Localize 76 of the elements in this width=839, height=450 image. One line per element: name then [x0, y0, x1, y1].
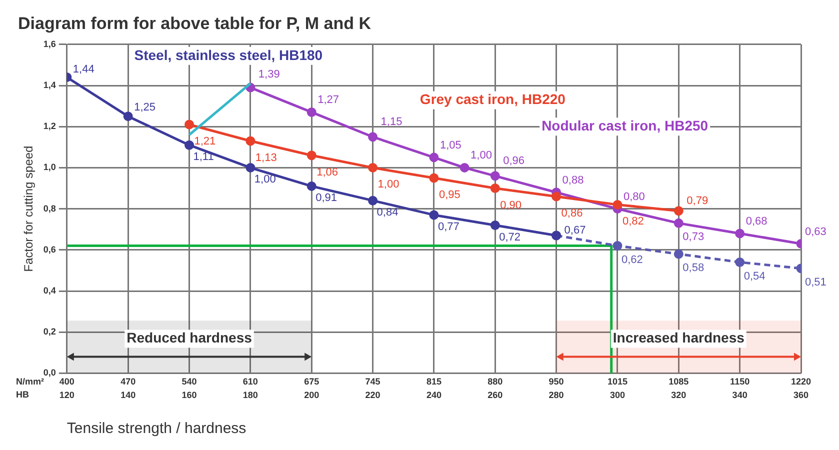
data-label: 0,79: [686, 194, 708, 207]
data-label: 0,95: [438, 189, 460, 202]
data-label: 1,05: [440, 139, 462, 152]
x-tick-label: 280: [548, 390, 564, 400]
x-tick-label: 320: [671, 390, 686, 400]
data-label: 0,91: [316, 192, 338, 204]
data-label: 0,96: [503, 154, 525, 167]
text: 400: [59, 376, 74, 387]
data-label: 0,63: [805, 226, 826, 238]
x-tick-label: 140: [120, 390, 136, 400]
data-label: 0,77: [438, 220, 460, 233]
data-label: 0,72: [499, 231, 521, 244]
text: 675: [304, 376, 320, 387]
y-axis-title: Factor for cutting speed: [22, 146, 36, 272]
text: N/mm²: [16, 376, 44, 387]
x-tick-label: 200: [304, 390, 320, 400]
x-tick-label: 160: [182, 390, 197, 400]
data-label: 0,88: [562, 174, 584, 186]
text: 950: [548, 376, 564, 387]
text: 610: [242, 376, 258, 387]
x-tick-label: 240: [426, 390, 442, 400]
band-label: Reduced hardness: [126, 330, 252, 346]
x-tick-label: 300: [610, 390, 625, 400]
text: 1085: [668, 376, 689, 387]
data-label: 1,21: [194, 136, 216, 148]
data-label: 0,51: [805, 276, 826, 288]
text: 815: [426, 376, 442, 387]
data-label: 0,58: [682, 262, 704, 274]
text: 540: [182, 376, 197, 387]
data-label: 1,44: [72, 63, 94, 76]
y-tick-label: 1,0: [43, 162, 56, 172]
data-label: 0,68: [746, 215, 768, 228]
data-label: 1,13: [255, 152, 277, 164]
data-label: 1,39: [258, 68, 280, 81]
y-tick-label: 1,2: [43, 121, 56, 132]
data-label: 1,25: [134, 101, 156, 114]
data-label: 0,62: [621, 254, 643, 266]
x-tick-label: 180: [242, 390, 258, 400]
data-label: 0,84: [376, 206, 398, 219]
y-tick-label: 0,0: [43, 368, 56, 378]
data-label: 0,54: [744, 270, 766, 282]
text: 1220: [790, 376, 812, 387]
text: HB: [16, 390, 30, 400]
x-tick-label: 340: [732, 390, 748, 400]
x-tick-label: 260: [488, 390, 503, 400]
data-label: 0,67: [564, 224, 586, 237]
data-label: 1,00: [254, 174, 276, 186]
text: 470: [120, 376, 136, 387]
y-tick-label: 0,8: [43, 203, 56, 214]
text: 745: [365, 376, 380, 387]
data-label: 0,73: [682, 231, 704, 244]
band-label: Increased hardness: [612, 330, 745, 346]
y-tick-label: 1,6: [43, 38, 56, 49]
text: Nodular cast iron, HB250: [542, 117, 708, 134]
x-tick-label: 120: [59, 390, 74, 400]
y-tick-label: 1,4: [43, 80, 56, 90]
data-label: 1,00: [470, 150, 492, 162]
y-tick-label: 0,2: [43, 326, 56, 337]
x-axis-title: Tensile strength / hardness: [66, 420, 246, 438]
y-tick-label: 0,4: [43, 285, 56, 296]
text: 880: [488, 376, 503, 387]
data-label: 1,27: [318, 94, 340, 106]
data-label: 1,06: [316, 166, 338, 178]
data-label: 1,15: [380, 116, 402, 128]
chart-title: Diagram form for above table for P, M and K: [18, 14, 372, 33]
text: 1015: [607, 376, 628, 387]
x-tick-label: 360: [793, 390, 809, 400]
text: Grey cast iron, HB220: [420, 91, 566, 108]
data-label: 0,86: [561, 208, 583, 220]
text: 1150: [730, 376, 750, 387]
data-label: 1,00: [378, 178, 400, 191]
data-label: 0,80: [623, 190, 645, 203]
y-tick-label: 0,6: [43, 244, 56, 254]
x-tick-label: 220: [365, 390, 380, 400]
text: Steel, stainless steel, HB180: [134, 46, 323, 63]
data-label: 0,82: [622, 216, 644, 228]
